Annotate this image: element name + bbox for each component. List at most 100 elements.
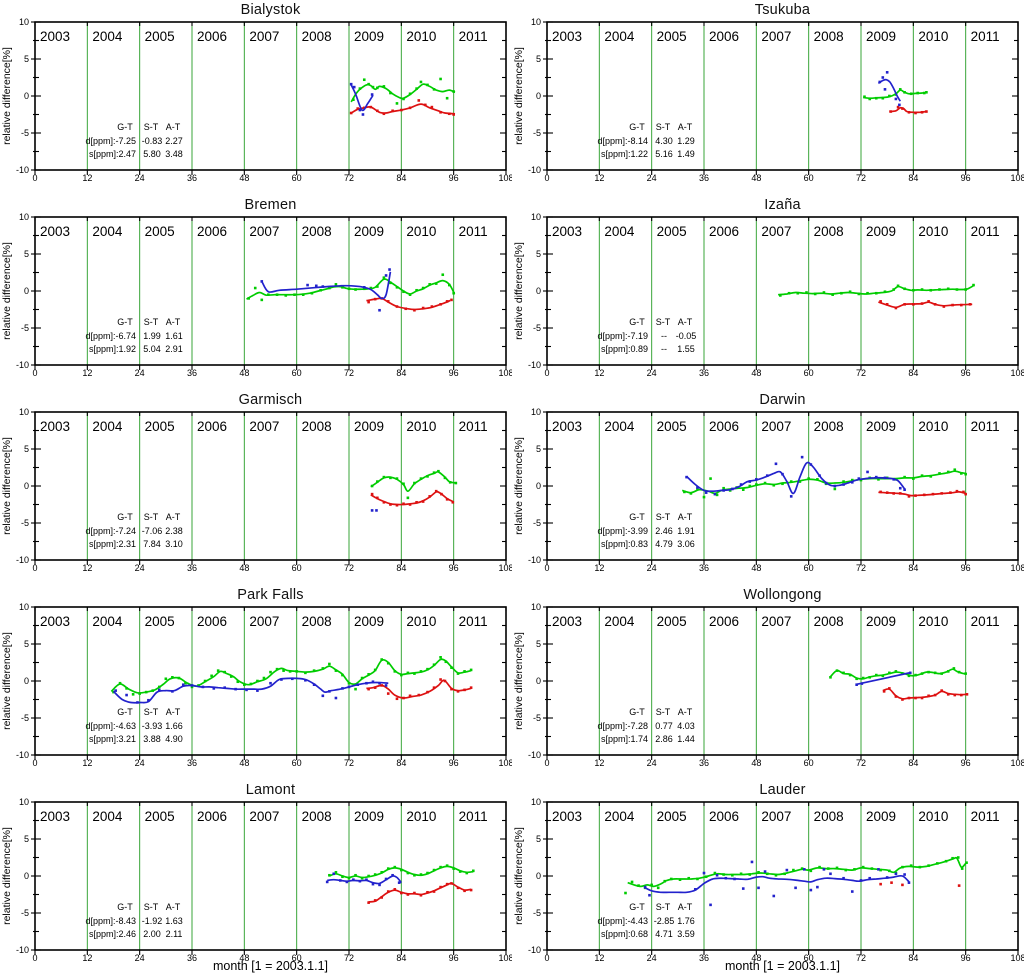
y-tick-label: -5 <box>533 908 541 918</box>
series-a-t-point <box>370 484 374 488</box>
series-a-t-point <box>831 293 834 296</box>
series-g-t-point <box>469 686 473 689</box>
series-g-t-point <box>901 107 904 110</box>
series-a-t-point <box>944 859 948 863</box>
subplot-darwin: Darwin 2003 2004 2005 2006 2007 2008 2009 2010 20… <box>512 390 1024 587</box>
series-s-t <box>685 455 906 498</box>
x-tick-label: 0 <box>544 758 549 768</box>
series-g-t-point <box>914 494 917 497</box>
stats-header-gt: G-T <box>629 512 645 522</box>
y-tick-label: 10 <box>19 602 29 612</box>
series-a-t-point <box>360 876 364 880</box>
year-label: 2005 <box>145 29 175 44</box>
series-a-t-point <box>702 495 706 499</box>
stats-s-col3: 1.49 <box>677 149 695 159</box>
y-tick-label: -5 <box>21 518 29 528</box>
series-g-t-point <box>892 492 896 495</box>
series-g-t-point <box>445 882 449 886</box>
series-g-t-point <box>927 694 930 698</box>
series-a-t-point <box>964 288 967 291</box>
series-a-t-point <box>903 91 906 94</box>
year-label: 2003 <box>40 809 70 824</box>
series-a-t-point <box>448 283 451 287</box>
x-tick-label: 72 <box>856 563 866 573</box>
series-s-t-point <box>860 682 864 685</box>
series-a-t-point <box>818 865 821 869</box>
series-a-t-point <box>452 867 455 870</box>
series-g-t-point <box>914 111 917 115</box>
y-tick-label: -5 <box>533 518 541 528</box>
stats-d-col3: 1.29 <box>677 136 695 146</box>
subplot-bialystok: Bialystok 2003 2004 2005 2006 2007 2008 2009 201… <box>0 0 512 197</box>
stats-header-st: S-T <box>144 317 159 327</box>
year-label: 2009 <box>866 419 896 434</box>
series-a-t-point <box>362 78 366 82</box>
series-g-t-point <box>430 105 434 109</box>
x-tick-label: 48 <box>751 368 761 378</box>
year-label: 2006 <box>197 224 227 239</box>
series-g-t-point <box>903 303 906 306</box>
year-label: 2008 <box>814 29 844 44</box>
series-s-t-point <box>685 475 688 479</box>
series-a-t-point <box>371 85 375 89</box>
y-tick-label: 0 <box>536 871 541 881</box>
series-a-t-point <box>800 867 804 870</box>
series-s-t-point <box>842 483 845 486</box>
x-tick-label: 12 <box>594 368 604 378</box>
y-tick-label: -5 <box>533 323 541 333</box>
year-label: 2006 <box>709 419 739 434</box>
axis-ticks <box>543 411 1019 565</box>
series-a-t-point <box>765 872 769 876</box>
series-g-t-point <box>456 886 460 890</box>
stats-s-col3: 3.06 <box>677 539 695 549</box>
stats-header-st: S-T <box>656 902 671 912</box>
series-g-t-point <box>389 503 392 506</box>
y-tick-label: 5 <box>536 834 541 844</box>
series-s-t <box>260 268 392 312</box>
year-label: 2011 <box>459 29 488 44</box>
x-tick-label: 108 <box>498 563 512 573</box>
year-label: 2005 <box>657 224 687 239</box>
x-tick-label: 24 <box>135 758 145 768</box>
y-tick-label: 10 <box>19 17 29 27</box>
series-s-t-point <box>312 683 316 686</box>
year-label: 2007 <box>761 809 791 824</box>
year-label: 2005 <box>145 809 175 824</box>
series-a-t-point <box>441 273 445 277</box>
series-s-t-point <box>171 690 174 693</box>
series-g-t-line <box>366 679 472 699</box>
subplot-title: Park Falls <box>237 587 304 603</box>
series-a-t-point <box>696 487 699 491</box>
series-s-t-point <box>748 480 752 483</box>
series-a-t <box>350 77 456 105</box>
series-a-t-point <box>249 682 253 686</box>
chart-garmisch: 2003 2004 2005 2006 2007 2008 2009 2010 2011 0 12 2… <box>1 407 512 573</box>
series-a-t-point <box>203 679 207 683</box>
series-a-t-point <box>922 91 926 95</box>
y-axis-label: relative difference[%] <box>1 827 13 925</box>
series-s-t-point <box>125 693 128 697</box>
y-tick-label: -5 <box>533 128 541 138</box>
series-a-t-point <box>243 683 246 686</box>
series-a-t-point <box>247 297 250 300</box>
tick-labels: 0 12 24 36 48 60 72 84 96 108 -10 -5 0 5 10 <box>528 17 1024 183</box>
series-a-t-point <box>874 96 878 100</box>
series-a-t-point <box>879 868 882 872</box>
series-a-t-point <box>630 880 634 884</box>
series-g-t-point <box>927 300 930 303</box>
x-tick-label: 84 <box>908 758 918 768</box>
series-g-t <box>366 678 473 701</box>
year-label: 2004 <box>604 419 635 434</box>
year-label: 2007 <box>249 614 279 629</box>
series-s-t-point <box>334 696 338 700</box>
series-a-t-point <box>848 673 852 677</box>
series-s-t-point <box>781 472 784 476</box>
series-g-t-point <box>879 882 882 886</box>
chart-wollongong: 2003 2004 2005 2006 2007 2008 2009 2010 2011 0 12 2… <box>513 602 1024 768</box>
series-a-t-point <box>972 283 975 287</box>
series-g-t-point <box>417 693 421 697</box>
y-tick-label: 10 <box>19 212 29 222</box>
subplot-title: Izaña <box>764 197 801 213</box>
series-g-t-point <box>367 300 370 304</box>
series-a-t-point <box>960 472 963 475</box>
